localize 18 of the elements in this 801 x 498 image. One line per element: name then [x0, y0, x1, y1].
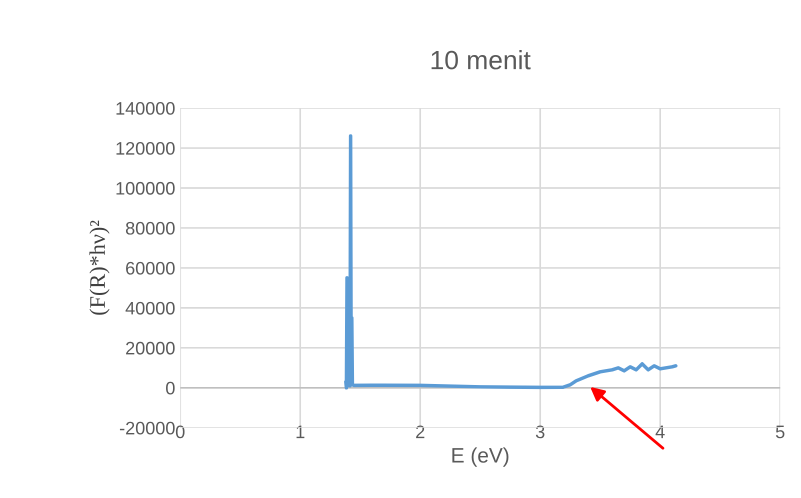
x-tick-label: 2 — [416, 425, 424, 438]
y-tick-label: 20000 — [126, 342, 175, 355]
y-tick-label: 120000 — [116, 142, 175, 155]
x-tick-label: 0 — [176, 425, 185, 438]
x-tick-label: 4 — [656, 426, 665, 438]
y-tick-label: -20000 — [120, 422, 175, 434]
y-tick-label: 0 — [166, 382, 175, 395]
chart-title: 10 menit — [432, 50, 531, 70]
y-tick-label: 140000 — [116, 102, 175, 115]
y-tick-label: 100000 — [116, 182, 175, 195]
x-axis-title: E (eV) — [452, 447, 508, 467]
line-series — [344, 134, 678, 390]
y-axis-title: (F(R)*hν)² — [89, 220, 110, 315]
y-tick-label: 60000 — [126, 262, 175, 275]
y-tick-label: 40000 — [126, 302, 175, 315]
x-tick-label: 5 — [776, 426, 784, 438]
y-tick-label: 80000 — [126, 222, 175, 235]
x-tick-label: 3 — [536, 425, 544, 438]
